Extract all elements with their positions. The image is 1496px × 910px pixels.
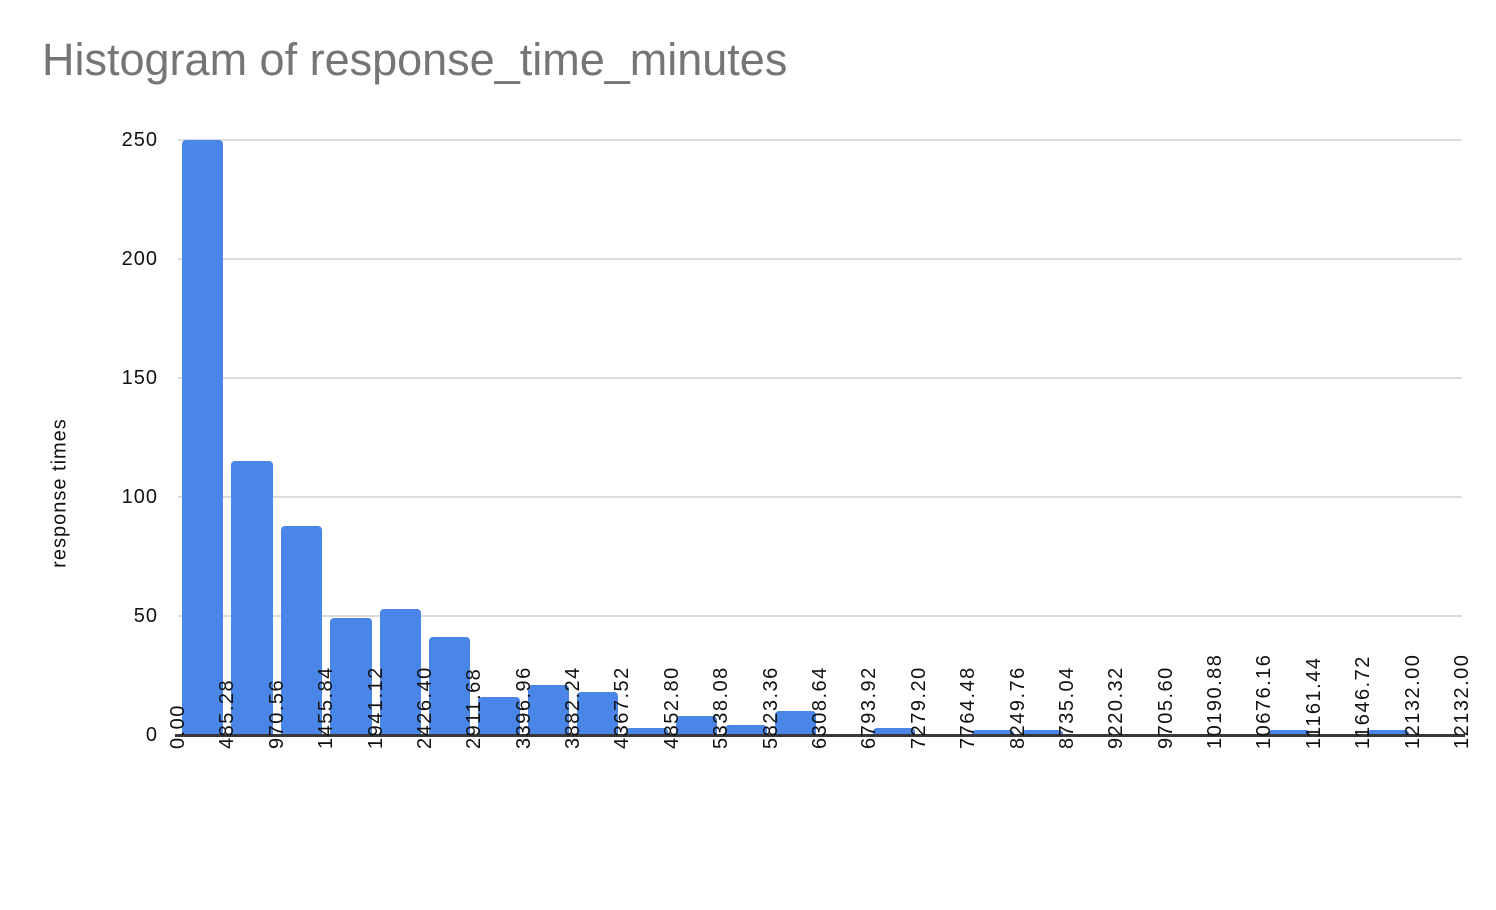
gridline: [178, 139, 1462, 141]
gridline: [178, 377, 1462, 379]
histogram-bar: [577, 692, 619, 735]
y-tick-label: 0: [145, 724, 158, 746]
gridline: [178, 496, 1462, 498]
histogram-bar: [330, 618, 372, 735]
gridline: [178, 258, 1462, 260]
histogram-bar: [626, 727, 668, 735]
histogram-bar: [972, 730, 1014, 735]
y-tick-label: 200: [121, 248, 158, 270]
histogram-bar: [379, 608, 421, 735]
y-tick-label: 250: [121, 129, 158, 151]
histogram-bar: [1021, 730, 1063, 735]
histogram-bar: [182, 140, 224, 735]
x-axis-line: [175, 734, 1465, 737]
y-tick-label: 150: [121, 367, 158, 389]
histogram-bar: [280, 525, 323, 735]
y-tick-label: 100: [121, 486, 158, 508]
histogram-bar: [873, 727, 915, 735]
histogram-bar: [1367, 730, 1409, 735]
histogram-bar: [675, 715, 718, 735]
histogram-bar: [478, 696, 520, 735]
gridline: [178, 615, 1462, 617]
histogram-bar: [725, 725, 767, 735]
histogram-bar: [527, 685, 570, 735]
chart-title: Histogram of response_time_minutes: [42, 34, 788, 85]
histogram-bar: [428, 637, 471, 735]
histogram-bar: [774, 711, 816, 735]
histogram-bar: [1268, 730, 1310, 735]
y-tick-label: 50: [133, 605, 158, 627]
histogram-bar: [231, 461, 273, 735]
